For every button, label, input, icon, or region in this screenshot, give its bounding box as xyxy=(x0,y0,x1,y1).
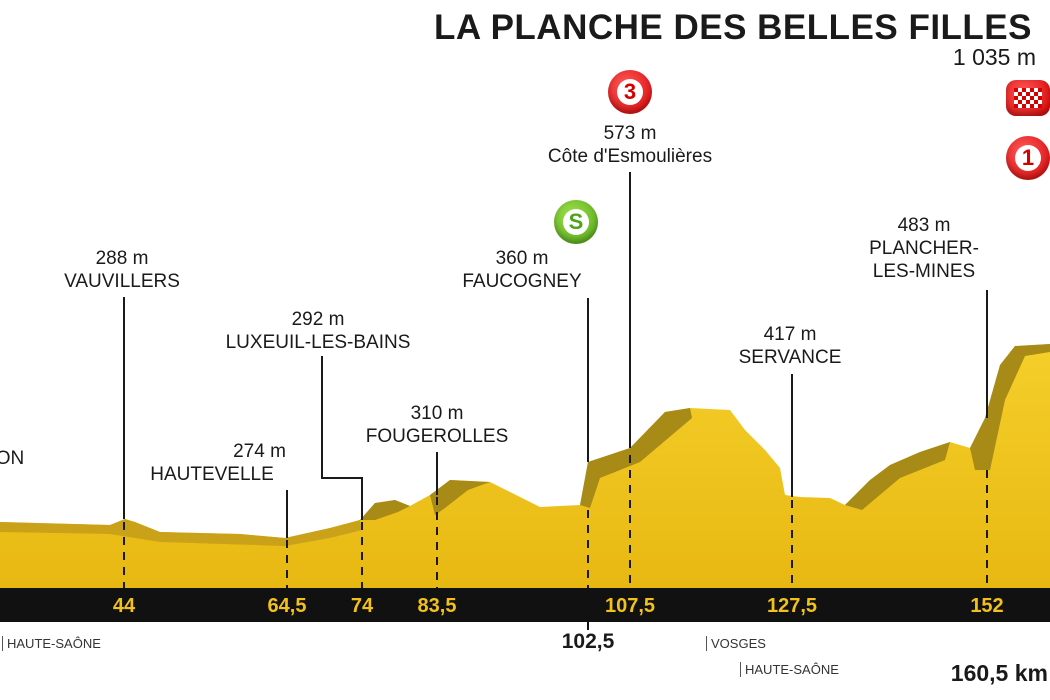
km-marker: 127,5 xyxy=(766,595,818,617)
dashed-lines xyxy=(123,455,988,588)
terrain-shade xyxy=(970,344,1050,470)
sprint-icon: S xyxy=(554,200,598,244)
waypoint-label: 310 m FOUGEROLLES xyxy=(365,403,509,447)
km-marker: 44 xyxy=(112,595,136,617)
start-partial-label: ON xyxy=(0,448,25,469)
terrain-shade xyxy=(360,500,410,520)
region-label: VOSGES xyxy=(706,636,766,651)
km-marker-below: 102,5 xyxy=(561,630,615,653)
waypoint-label: 360 m FAUCOGNEY xyxy=(462,248,582,292)
terrain-shade xyxy=(845,442,950,510)
climb-category-3-icon: 3 xyxy=(608,70,652,114)
region-label: HAUTE-SAÔNE xyxy=(740,662,839,677)
km-marker: 83,5 xyxy=(417,595,457,617)
terrain-fill xyxy=(0,344,1050,588)
checkered-flag-icon xyxy=(1006,80,1050,116)
climb-category-1-icon: 1 xyxy=(1006,136,1050,180)
km-marker: 64,5 xyxy=(267,595,307,617)
km-marker: 107,5 xyxy=(604,595,656,617)
terrain-shade xyxy=(430,480,490,515)
total-distance: 160,5 km xyxy=(950,660,1048,686)
finish-title: LA PLANCHE DES BELLES FILLES xyxy=(433,8,1032,47)
waypoint-label: 292 m LUXEUIL-LES-BAINS xyxy=(225,309,411,353)
waypoint-label: 483 m PLANCHER- LES-MINES xyxy=(869,215,979,282)
finish-altitude: 1 035 m xyxy=(952,44,1036,70)
km-marker: 152 xyxy=(970,595,1004,617)
waypoint-label: 417 m SERVANCE xyxy=(738,324,842,368)
waypoint-label: 274 m HAUTEVELLE xyxy=(150,441,286,485)
waypoint-label: 573 m Côte d'Esmoulières xyxy=(547,123,713,167)
region-label: HAUTE-SAÔNE xyxy=(2,636,101,651)
distance-axis-bar xyxy=(0,588,1050,622)
waypoint-label: 288 m VAUVILLERS xyxy=(64,248,180,292)
terrain-shade xyxy=(580,408,692,508)
leader-lines xyxy=(123,172,988,538)
terrain-shade xyxy=(0,519,362,546)
km-marker: 74 xyxy=(350,595,374,617)
